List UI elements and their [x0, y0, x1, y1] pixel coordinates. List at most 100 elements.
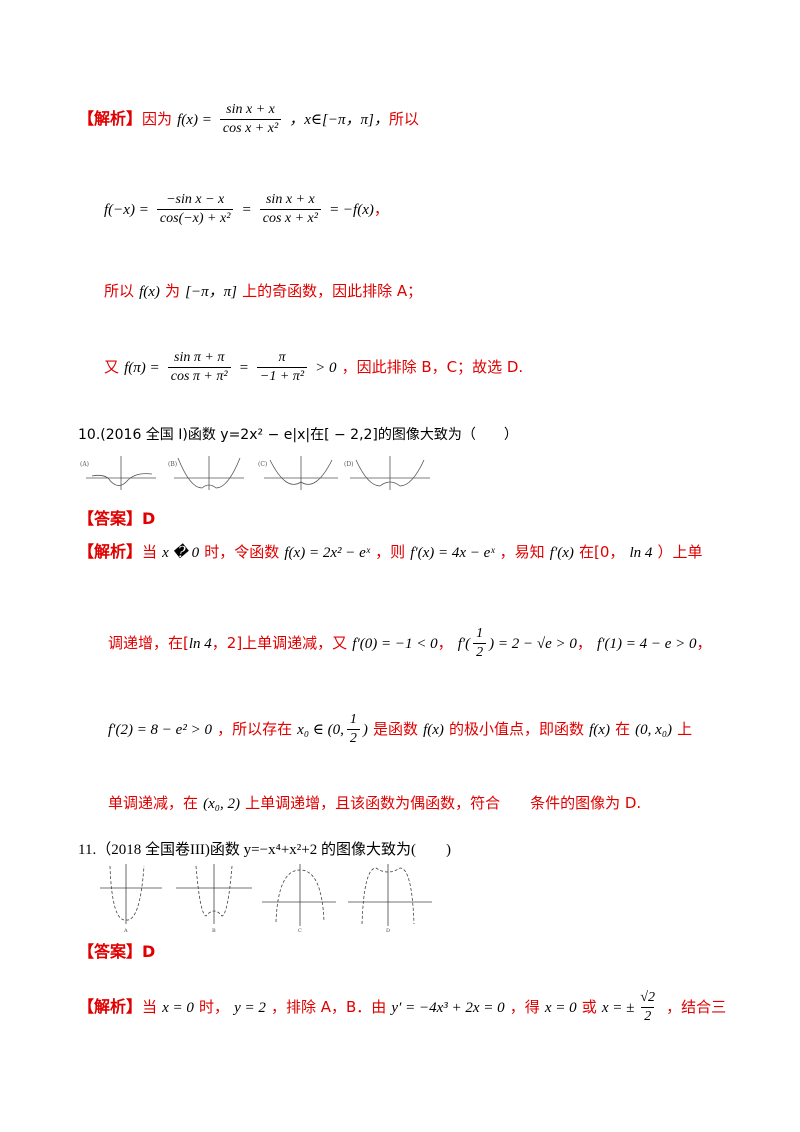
math: x₀ ∈ (0,: [297, 722, 344, 738]
fraction: −sin x − x cos(−x) + x²: [156, 192, 234, 227]
text: ，得: [509, 998, 540, 1016]
math-fx: f(x) =: [177, 112, 212, 128]
denominator: cos(−x) + x²: [156, 209, 234, 227]
math: f(x): [423, 722, 444, 738]
text: 为: [165, 282, 181, 300]
q10-analysis-line-3: f′(2) = 8 − e² > 0 ，所以存在 x₀ ∈ (0, 1 2) 是函数…: [108, 712, 692, 747]
text: ，所以存在: [217, 720, 293, 738]
fraction: π −1 + π²: [256, 350, 308, 385]
text: 上单调递增，且该函数为偶函数，符合 条件的图像为 D.: [245, 794, 642, 812]
text: 所以: [388, 110, 419, 128]
numerator: 1: [349, 712, 357, 727]
fraction: sin x + x cos x + x²: [219, 102, 282, 137]
q10-analysis-line-2: 调递增，在[ln 4，2]上单调递减，又 f′(0) = −1 < 0， f′(…: [108, 626, 712, 661]
denominator: cos x + x²: [259, 209, 321, 227]
q11-answer: 【答案】D: [78, 938, 155, 962]
text: ，易知: [499, 543, 545, 561]
math: f′(0) = −1 < 0: [352, 636, 438, 652]
q10-graph-b: (B): [168, 456, 244, 490]
q10-graph-d: (D): [344, 456, 430, 490]
question-11-stem: 11.（2018 全国卷III)函数 y=−x⁴+x²+2 的图像大致为( ): [78, 842, 451, 858]
fraction: sin π + π cos π + π²: [167, 350, 231, 385]
math-fx: f(x): [139, 284, 160, 300]
math-gt: > 0: [315, 360, 337, 376]
analysis-label: 【解析】: [78, 542, 143, 561]
denominator: 2: [473, 643, 487, 661]
text: ，: [696, 634, 712, 652]
math: (x₀, 2): [203, 796, 240, 812]
answer-value: D: [142, 509, 156, 528]
numerator: √2: [640, 990, 656, 1005]
math: x � 0: [162, 545, 200, 561]
math: ) = 2 − √e > 0: [489, 636, 577, 652]
text: ，: [373, 200, 389, 218]
math: y = 2: [234, 1000, 266, 1016]
math: f(x) = 2x² − eˣ: [284, 545, 370, 561]
analysis-line-2: f(−x) = −sin x − x cos(−x) + x² = sin x +…: [104, 192, 389, 227]
denominator: 2: [641, 1007, 655, 1025]
fraction: sin x + x cos x + x²: [259, 192, 321, 227]
q10-option-c: (C): [258, 461, 267, 468]
q10-option-d: (D): [344, 461, 354, 468]
text: 时，: [199, 998, 230, 1016]
analysis-line-4: 又 f(π) = sin π + π cos π + π² = π −1 + π² …: [104, 350, 524, 385]
q10-answer: 【答案】D: [78, 505, 155, 529]
text: ，: [576, 634, 592, 652]
denominator: −1 + π²: [256, 367, 308, 385]
text: ，因此排除 B，C；故选 D.: [341, 358, 524, 376]
question-10-stem: 10.(2016 全国 I)函数 y=2x² − e|x|在[ − 2,2]的图…: [78, 427, 518, 443]
fraction: √2 2: [637, 990, 658, 1025]
text: ，则: [375, 543, 406, 561]
q10-analysis-line-4: 单调递减，在 (x₀, 2) 上单调递增，且该函数为偶函数，符合 条件的图像为 …: [108, 792, 641, 813]
q10-option-b: (B): [168, 461, 177, 468]
denominator: 2: [346, 729, 360, 747]
numerator: π: [278, 350, 286, 365]
analysis-line-1: 【解析】因为 f(x) = sin x + x cos x + x² ，x∈[−π…: [78, 102, 419, 137]
interval: [−π，π]: [185, 284, 237, 300]
text: 在: [615, 720, 631, 738]
math: ): [362, 722, 368, 738]
q11-analysis-line-1: 【解析】当 x = 0 时， y = 2 ，排除 A，B．由 y′ = −4x³…: [78, 990, 726, 1025]
answer-label: 【答案】: [78, 509, 143, 528]
math: x = ±: [601, 1000, 635, 1016]
text: ，结合三: [666, 998, 727, 1016]
text: 又: [104, 358, 120, 376]
text: ）上单: [657, 543, 703, 561]
q10-option-graphs: (A) (B) (C) (D): [80, 456, 430, 490]
math: f′(x) = 4x − eˣ: [410, 545, 495, 561]
text: 上的奇函数，因此排除 A；: [242, 282, 423, 300]
math: ln 4: [629, 545, 653, 561]
numerator: sin x + x: [226, 102, 275, 117]
text: ，: [437, 634, 453, 652]
numerator: 1: [476, 626, 484, 641]
denominator: cos π + π²: [167, 367, 231, 385]
q10-graph-a: (A): [80, 456, 156, 490]
math-rhs: = −f(x): [329, 202, 374, 218]
q11-option-d: D: [386, 928, 390, 934]
q10-analysis-line-1: 【解析】当 x � 0 时，令函数 f(x) = 2x² − eˣ ，则 f′(…: [78, 538, 703, 562]
answer-value: D: [142, 942, 156, 961]
text: 在[0，: [578, 543, 625, 561]
q11-option-graphs: A B C D: [100, 864, 432, 934]
text: 所以: [104, 282, 135, 300]
q11-graph-b: B: [176, 864, 252, 934]
numerator: sin π + π: [174, 350, 225, 365]
math: f′(2) = 8 − e² > 0: [108, 722, 212, 738]
q11-option-c: C: [298, 928, 302, 934]
q10-option-a: (A): [80, 461, 89, 468]
text: 单调递减，在: [108, 794, 199, 812]
numerator: sin x + x: [265, 192, 315, 207]
math: ln 4: [188, 636, 212, 652]
math: f′(: [457, 636, 471, 652]
q11-option-b: B: [212, 928, 216, 934]
math: f′(x): [549, 545, 574, 561]
math: y′ = −4x³ + 2x = 0: [391, 1000, 505, 1016]
text: 当: [142, 998, 158, 1016]
q11-graph-d: D: [348, 864, 432, 934]
text: 时，令函数: [204, 543, 280, 561]
q10-graph-c: (C): [258, 456, 338, 490]
math: x = 0: [544, 1000, 577, 1016]
text: 是函数: [373, 720, 419, 738]
math: f′(1) = 4 − e > 0: [597, 636, 697, 652]
